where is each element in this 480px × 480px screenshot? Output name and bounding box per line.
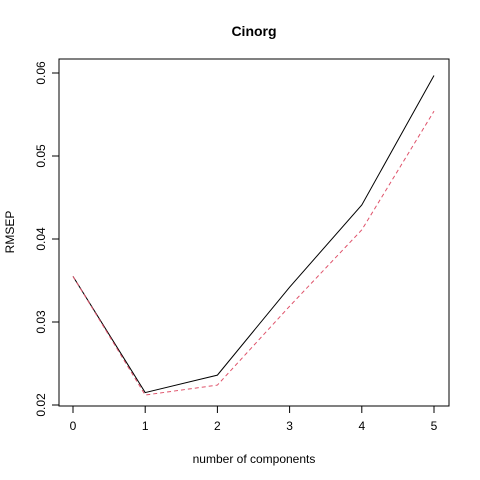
- series-layer: [72, 75, 435, 396]
- plot-frame: [58, 58, 450, 407]
- y-tick-label: 0.04: [34, 227, 48, 251]
- chart-title: Cinorg: [231, 23, 276, 39]
- y-axis: 0.02 0.03 0.04 0.05 0.06: [34, 61, 59, 417]
- x-axis-label: number of components: [193, 452, 316, 466]
- x-tick-label: 5: [431, 419, 438, 433]
- y-tick-label: 0.03: [34, 310, 48, 334]
- y-axis-label: RMSEP: [3, 211, 17, 254]
- series-line-1: [72, 110, 435, 396]
- x-axis: 0 1 2 3 4 5: [70, 406, 438, 433]
- y-tick-label: 0.05: [34, 144, 48, 168]
- x-tick-label: 2: [214, 419, 221, 433]
- x-tick-label: 1: [142, 419, 149, 433]
- y-tick-label: 0.06: [34, 61, 48, 85]
- series-line-0: [72, 75, 435, 394]
- x-tick-label: 3: [286, 419, 293, 433]
- x-tick-label: 4: [358, 419, 365, 433]
- x-tick-label: 0: [70, 419, 77, 433]
- y-tick-label: 0.02: [34, 393, 48, 417]
